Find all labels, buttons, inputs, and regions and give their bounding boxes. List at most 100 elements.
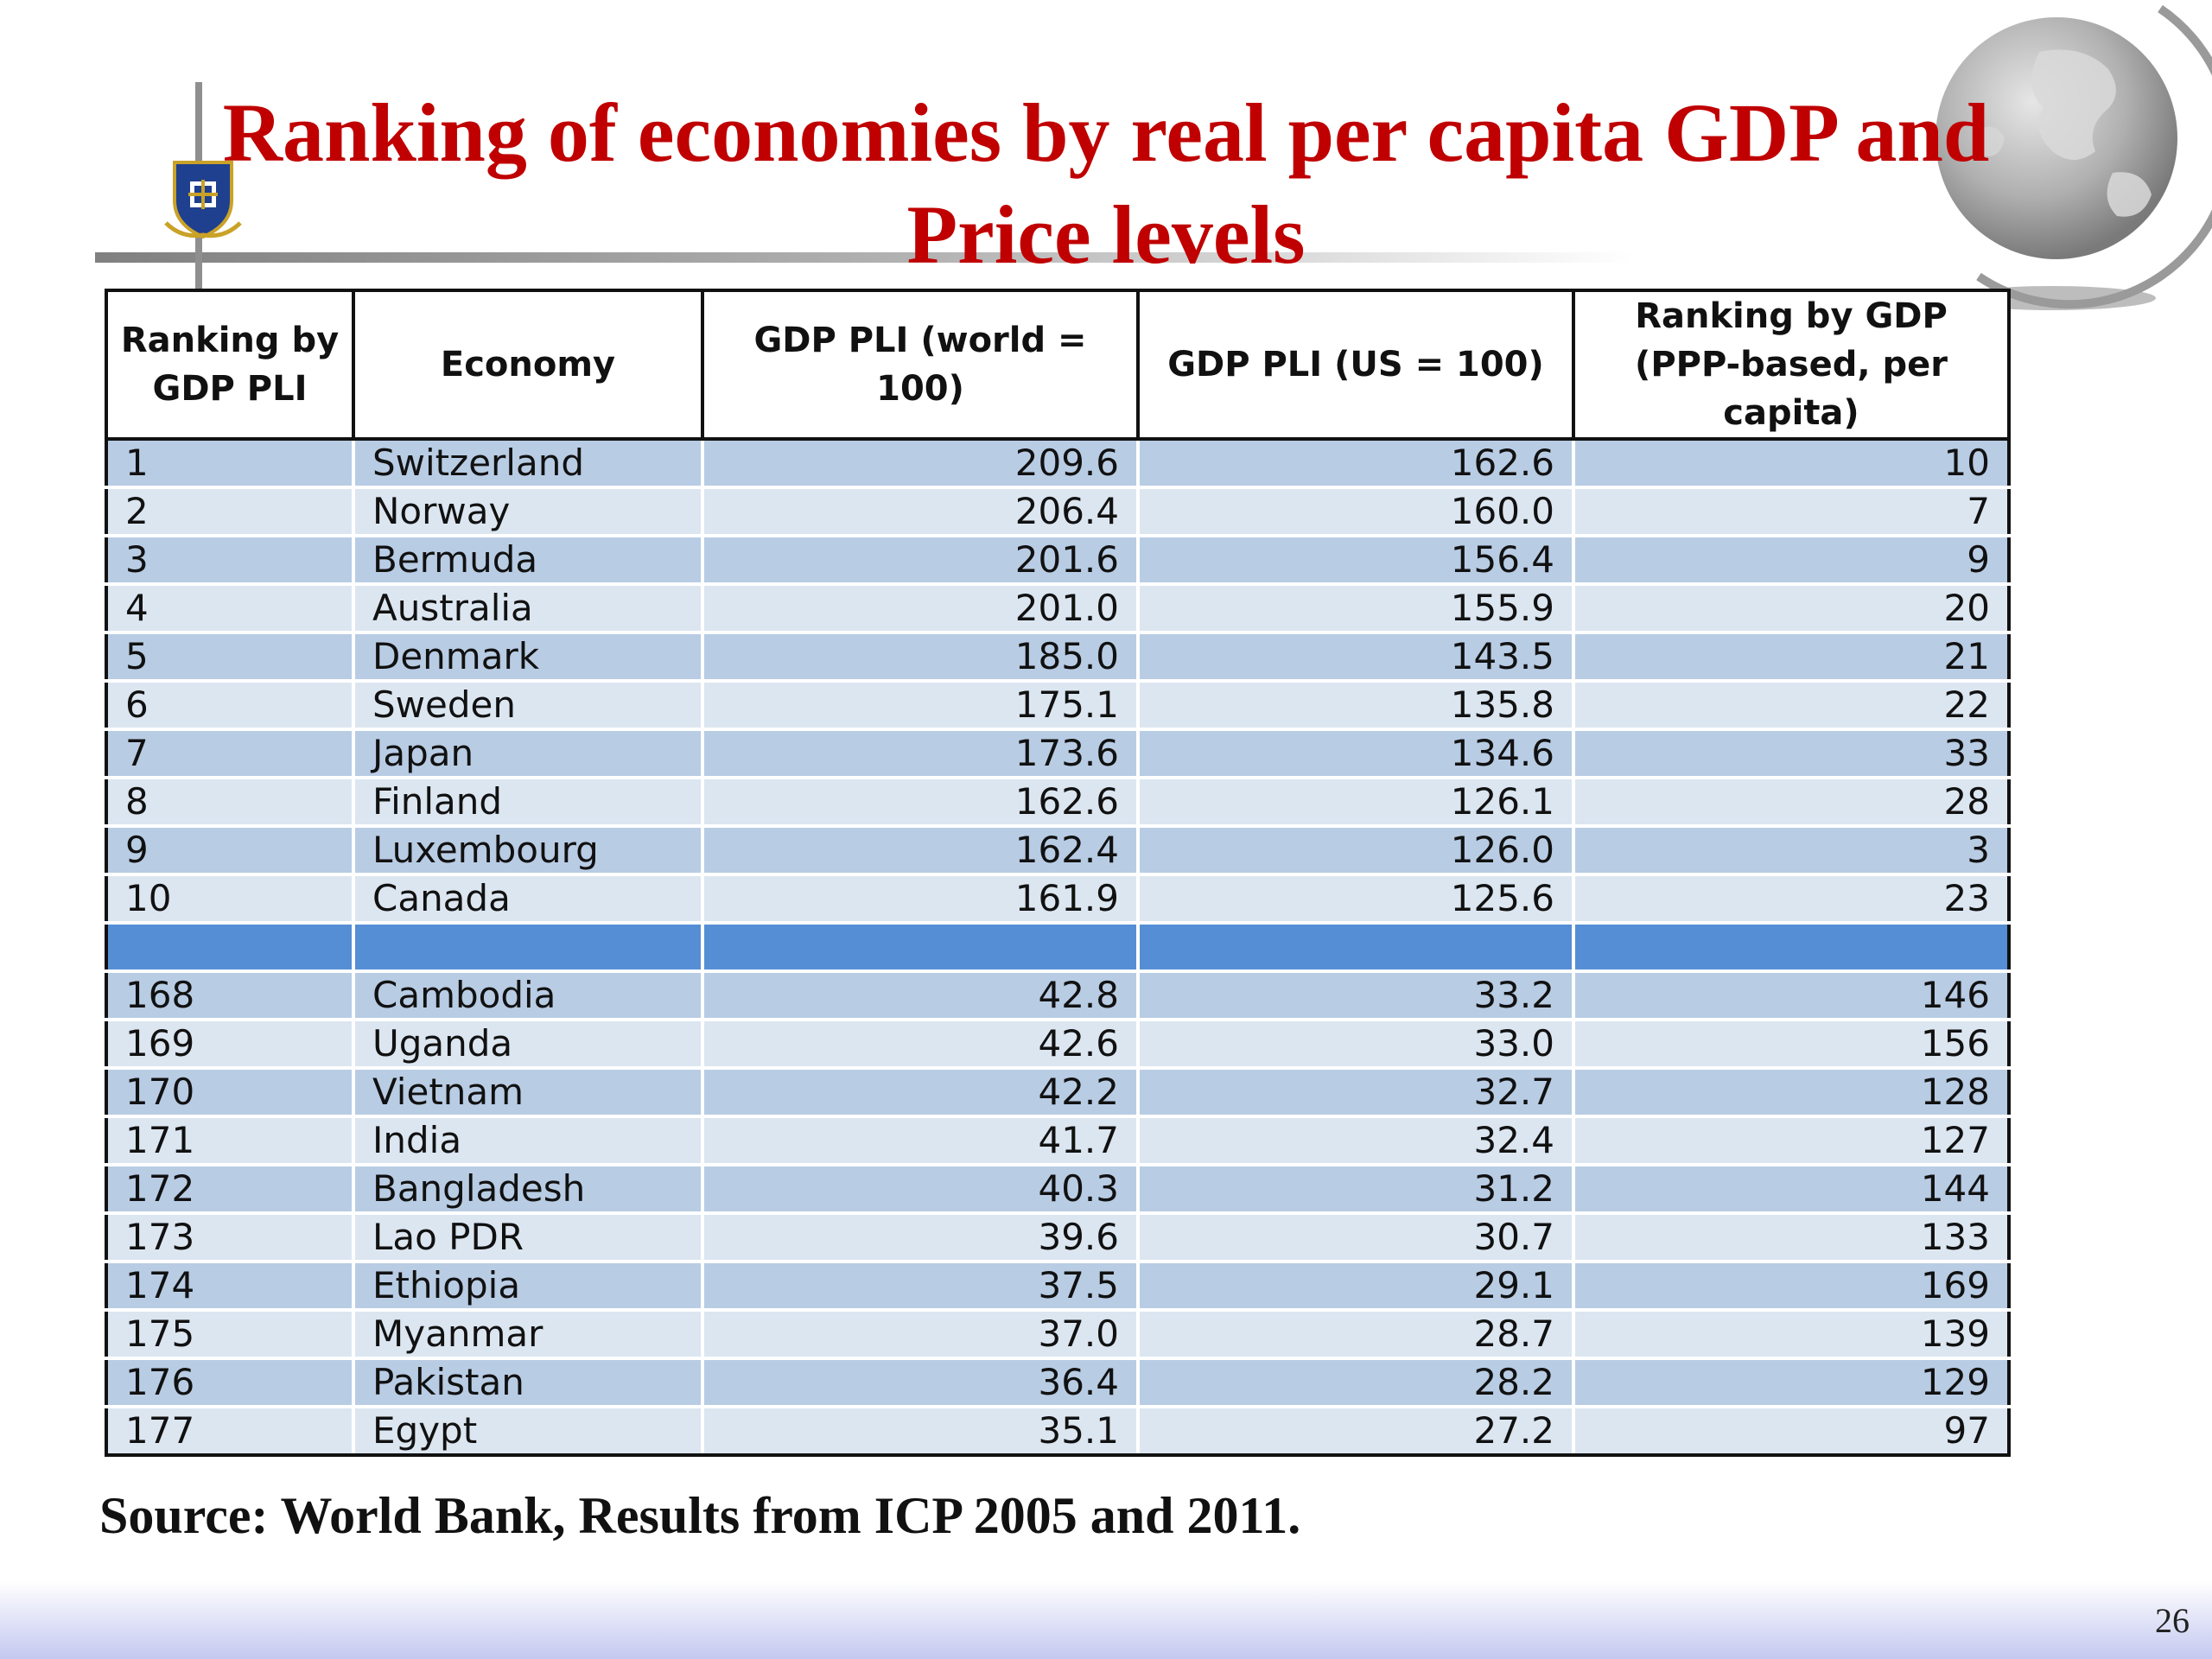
cell-rank: 169 — [105, 1018, 355, 1070]
table-body: 1 Switzerland 209.6 162.6 10 2 Norway 206.4 160.… — [105, 437, 2011, 1457]
cell-economy: Switzerland — [352, 437, 704, 489]
header-pli-us: GDP PLI (US = 100) — [1136, 289, 1575, 441]
cell-economy: Australia — [352, 582, 704, 634]
cell-pli-us: 28.2 — [1136, 1357, 1575, 1408]
cell-gdp-rank: 21 — [1572, 631, 2011, 683]
cell-gdp-rank: 156 — [1572, 1018, 2011, 1070]
table-row: 6 Sweden 175.1 135.8 22 — [105, 679, 2011, 731]
cell-pli-world: 209.6 — [701, 437, 1140, 489]
cell-pli-us: 160.0 — [1136, 486, 1575, 537]
cell-pli-us: 162.6 — [1136, 437, 1575, 489]
header-pli-world: GDP PLI (world = 100) — [701, 289, 1140, 441]
cell-pli-us: 134.6 — [1136, 728, 1575, 779]
table-row: 169 Uganda 42.6 33.0 156 — [105, 1018, 2011, 1070]
cell-rank: 8 — [105, 776, 355, 828]
cell-economy: Myanmar — [352, 1308, 704, 1360]
cell-pli-us: 28.7 — [1136, 1308, 1575, 1360]
cell-gdp-rank: 3 — [1572, 824, 2011, 876]
table-row: 175 Myanmar 37.0 28.7 139 — [105, 1308, 2011, 1360]
cell-pli-us: 27.2 — [1136, 1405, 1575, 1457]
table-row: 2 Norway 206.4 160.0 7 — [105, 486, 2011, 537]
cell-pli-world: 39.6 — [701, 1211, 1140, 1263]
table-row: 10 Canada 161.9 125.6 23 — [105, 873, 2011, 925]
cell-pli-world: 162.4 — [701, 824, 1140, 876]
cell-economy: Norway — [352, 486, 704, 537]
cell-pli-world: 173.6 — [701, 728, 1140, 779]
separator-cell — [105, 921, 355, 973]
cell-economy: Cambodia — [352, 969, 704, 1021]
cell-economy: Vietnam — [352, 1066, 704, 1118]
slide-title: Ranking of economies by real per capita … — [138, 82, 2074, 286]
cell-rank: 10 — [105, 873, 355, 925]
cell-rank: 177 — [105, 1405, 355, 1457]
table-row: 173 Lao PDR 39.6 30.7 133 — [105, 1211, 2011, 1263]
cell-gdp-rank: 10 — [1572, 437, 2011, 489]
cell-pli-us: 143.5 — [1136, 631, 1575, 683]
cell-pli-world: 175.1 — [701, 679, 1140, 731]
cell-pli-world: 201.6 — [701, 534, 1140, 586]
cell-rank: 175 — [105, 1308, 355, 1360]
cell-pli-us: 29.1 — [1136, 1260, 1575, 1312]
cell-economy: Sweden — [352, 679, 704, 731]
cell-gdp-rank: 97 — [1572, 1405, 2011, 1457]
slide-title-line2: Price levels — [906, 188, 1306, 281]
table-row: 171 India 41.7 32.4 127 — [105, 1115, 2011, 1166]
cell-pli-us: 126.1 — [1136, 776, 1575, 828]
header-rank-gdp: Ranking by GDP (PPP-based, per capita) — [1572, 289, 2011, 441]
cell-rank: 170 — [105, 1066, 355, 1118]
table-row: 168 Cambodia 42.8 33.2 146 — [105, 969, 2011, 1021]
cell-gdp-rank: 127 — [1572, 1115, 2011, 1166]
university-crest-icon — [164, 161, 242, 239]
cell-pli-world: 41.7 — [701, 1115, 1140, 1166]
footer-band — [0, 1581, 2212, 1659]
cell-rank: 171 — [105, 1115, 355, 1166]
cell-pli-us: 156.4 — [1136, 534, 1575, 586]
page-number: 26 — [2155, 1601, 2190, 1640]
cell-rank: 1 — [105, 437, 355, 489]
cell-gdp-rank: 22 — [1572, 679, 2011, 731]
cell-economy: Denmark — [352, 631, 704, 683]
cell-pli-world: 42.6 — [701, 1018, 1140, 1070]
cell-rank: 7 — [105, 728, 355, 779]
table-row: 7 Japan 173.6 134.6 33 — [105, 728, 2011, 779]
cell-pli-world: 162.6 — [701, 776, 1140, 828]
separator-cell — [701, 921, 1140, 973]
cell-pli-world: 40.3 — [701, 1163, 1140, 1215]
cell-pli-world: 206.4 — [701, 486, 1140, 537]
table-row: 172 Bangladesh 40.3 31.2 144 — [105, 1163, 2011, 1215]
cell-pli-world: 36.4 — [701, 1357, 1140, 1408]
cell-gdp-rank: 133 — [1572, 1211, 2011, 1263]
cell-gdp-rank: 28 — [1572, 776, 2011, 828]
cell-pli-us: 33.2 — [1136, 969, 1575, 1021]
cell-gdp-rank: 169 — [1572, 1260, 2011, 1312]
table-row: 5 Denmark 185.0 143.5 21 — [105, 631, 2011, 683]
cell-pli-world: 37.5 — [701, 1260, 1140, 1312]
logo-vertical-bar — [195, 82, 202, 419]
cell-economy: India — [352, 1115, 704, 1166]
cell-gdp-rank: 139 — [1572, 1308, 2011, 1360]
cell-economy: Canada — [352, 873, 704, 925]
cell-rank: 3 — [105, 534, 355, 586]
cell-rank: 6 — [105, 679, 355, 731]
cell-rank: 173 — [105, 1211, 355, 1263]
table-row: 170 Vietnam 42.2 32.7 128 — [105, 1066, 2011, 1118]
cell-economy: Finland — [352, 776, 704, 828]
table-row: 3 Bermuda 201.6 156.4 9 — [105, 534, 2011, 586]
cell-economy: Bermuda — [352, 534, 704, 586]
cell-pli-us: 33.0 — [1136, 1018, 1575, 1070]
cell-gdp-rank: 146 — [1572, 969, 2011, 1021]
cell-pli-us: 135.8 — [1136, 679, 1575, 731]
cell-gdp-rank: 144 — [1572, 1163, 2011, 1215]
cell-pli-world: 37.0 — [701, 1308, 1140, 1360]
cell-rank: 168 — [105, 969, 355, 1021]
cell-pli-us: 32.7 — [1136, 1066, 1575, 1118]
cell-pli-us: 32.4 — [1136, 1115, 1575, 1166]
table-row: 177 Egypt 35.1 27.2 97 — [105, 1405, 2011, 1457]
pli-ranking-table: Ranking by GDP PLI Economy GDP PLI (worl… — [105, 289, 2011, 1457]
cell-pli-world: 185.0 — [701, 631, 1140, 683]
table-row: 174 Ethiopia 37.5 29.1 169 — [105, 1260, 2011, 1312]
cell-economy: Uganda — [352, 1018, 704, 1070]
table-row: 9 Luxembourg 162.4 126.0 3 — [105, 824, 2011, 876]
globe-icon — [1936, 4, 2212, 310]
